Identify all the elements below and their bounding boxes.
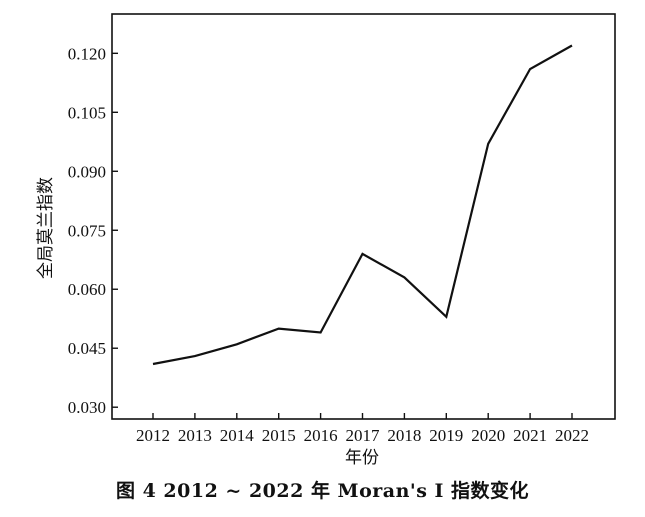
- x-tick-label: 2016: [304, 426, 338, 445]
- x-tick-label: 2019: [429, 426, 463, 445]
- x-tick-label: 2014: [220, 426, 255, 445]
- y-tick-label: 0.075: [68, 221, 106, 240]
- y-tick-label: 0.060: [68, 280, 106, 299]
- y-tick-label: 0.045: [68, 339, 106, 358]
- plot-frame: [111, 13, 616, 420]
- y-axis-label: 全局莫兰指数: [36, 177, 56, 279]
- y-tick-label: 0.090: [68, 162, 106, 181]
- x-axis: 2012 2013 2014 2015 2016 2017 2018 2019 2020 2021…: [136, 413, 589, 445]
- y-tick-label: 0.105: [68, 103, 106, 122]
- figure-caption: 图 4 2012 ~ 2022 年 Moran's I 指数变化: [115, 480, 530, 502]
- x-tick-label: 2017: [346, 426, 381, 445]
- y-tick-label: 0.030: [68, 398, 106, 417]
- y-tick-label: 0.120: [68, 44, 106, 63]
- x-tick-label: 2022: [555, 426, 589, 445]
- x-axis-label: 年份: [345, 448, 379, 468]
- x-tick-label: 2018: [387, 426, 421, 445]
- x-tick-label: 2012: [136, 426, 170, 445]
- x-tick-label: 2015: [262, 426, 296, 445]
- x-tick-label: 2020: [471, 426, 505, 445]
- x-tick-label: 2013: [178, 426, 212, 445]
- series-layer: [152, 44, 573, 366]
- series-line: [152, 44, 573, 366]
- x-tick-label: 2021: [513, 426, 547, 445]
- y-axis: 0.030 0.045 0.060 0.075 0.090 0.105 0.120: [68, 44, 118, 417]
- chart: 0.030 0.045 0.060 0.075 0.090 0.105 0.120 2012…: [36, 13, 616, 468]
